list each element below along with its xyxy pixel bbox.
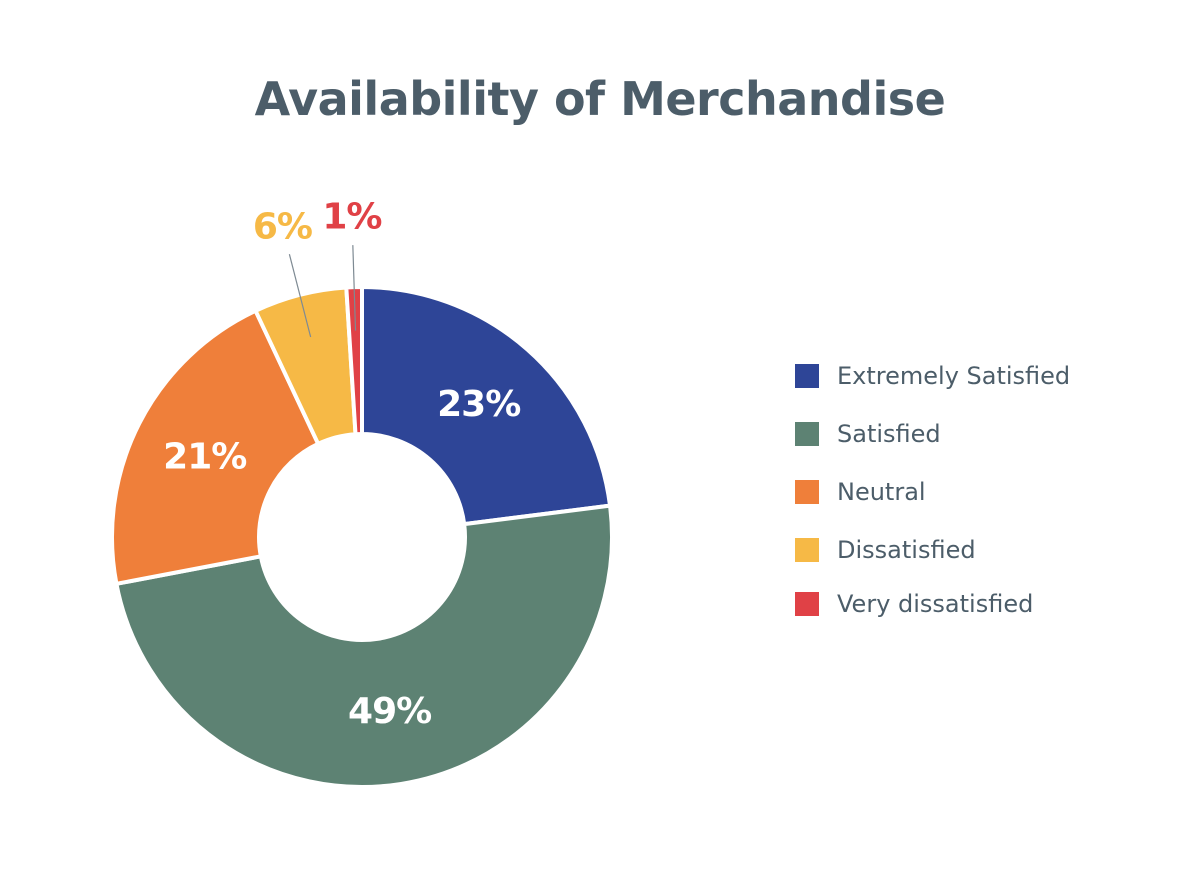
slice-label-very-dissatisfied: 1% [322, 197, 381, 238]
legend-swatch [795, 480, 819, 504]
slice-label-extremely-satisfied: 23% [437, 384, 520, 425]
slice-extremely-satisfied [360, 285, 613, 527]
slice-label-satisfied: 49% [348, 691, 431, 732]
legend-swatch [795, 592, 819, 616]
slice-satisfied [114, 503, 614, 789]
legend-label: Very dissatisfied [837, 590, 1034, 618]
legend-swatch [795, 538, 819, 562]
legend-swatch [795, 364, 819, 388]
chart-title: Availability of Merchandise [254, 72, 946, 126]
legend-swatch [795, 422, 819, 446]
legend-item-neutral: Neutral [795, 478, 1070, 506]
legend-item-dissatisfied: Dissatisfied [795, 536, 1070, 564]
legend-item-very-dissatisfied: Very dissatisfied [795, 590, 1070, 618]
legend-label: Dissatisfied [837, 536, 976, 564]
slice-very-dissatisfied [344, 285, 364, 437]
slice-labels: 23% 49% 21% 6% 1% [163, 197, 521, 732]
legend-label: Satisfied [837, 420, 941, 448]
slice-neutral [110, 308, 321, 586]
slice-label-neutral: 21% [163, 436, 246, 477]
legend-label: Neutral [837, 478, 926, 506]
legend-label: Extremely Satisfied [837, 362, 1071, 390]
legend-item-extremely-satisfied: Extremely Satisfied [795, 362, 1071, 390]
chart-legend: Extremely Satisfied Satisfied Neutral Dissa… [795, 362, 1071, 650]
leader-line-very-dissatisfied [352, 245, 357, 331]
donut-slices [110, 285, 614, 789]
slice-label-dissatisfied: 6% [253, 207, 312, 248]
leader-line-dissatisfied [288, 254, 312, 338]
leader-lines [288, 245, 357, 338]
legend-item-satisfied: Satisfied [795, 420, 1070, 448]
